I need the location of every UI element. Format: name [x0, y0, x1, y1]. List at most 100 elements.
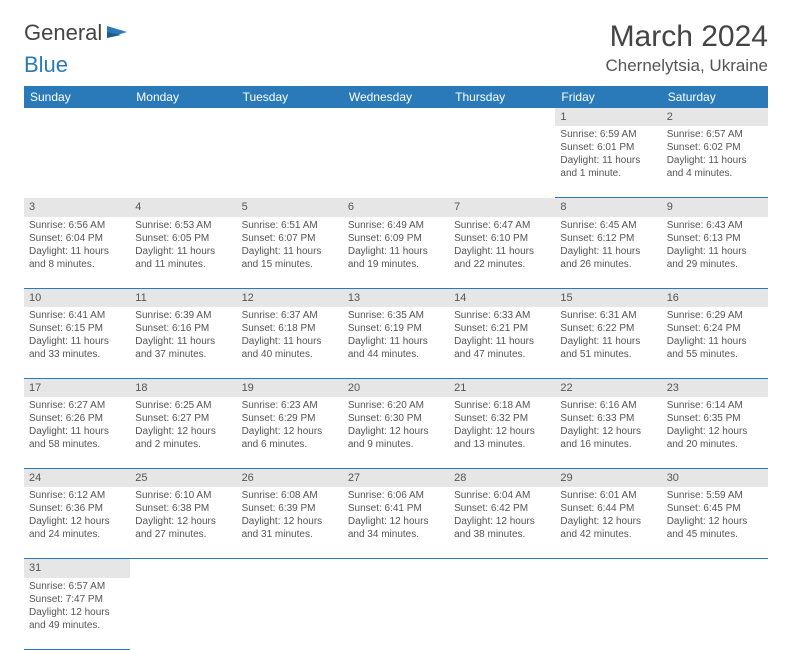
logo-text-blue: Blue — [24, 52, 768, 78]
day2-text: and 44 minutes. — [348, 348, 444, 361]
sunset-text: Sunset: 6:24 PM — [667, 322, 763, 335]
day-cell — [662, 578, 768, 650]
day-cell: Sunrise: 6:23 AMSunset: 6:29 PMDaylight:… — [237, 397, 343, 469]
day1-text: Daylight: 11 hours — [667, 154, 763, 167]
day1-text: Daylight: 12 hours — [29, 606, 125, 619]
sunrise-text: Sunrise: 6:01 AM — [560, 489, 656, 502]
day1-text: Daylight: 11 hours — [29, 245, 125, 258]
day-number: 14 — [449, 288, 555, 307]
day-cell: Sunrise: 6:20 AMSunset: 6:30 PMDaylight:… — [343, 397, 449, 469]
day-number-row: 17181920212223 — [24, 378, 768, 397]
sunrise-text: Sunrise: 6:57 AM — [29, 580, 125, 593]
sunrise-text: Sunrise: 5:59 AM — [667, 489, 763, 502]
day-cell — [449, 578, 555, 650]
day-number: 8 — [555, 198, 661, 217]
day-number: 30 — [662, 469, 768, 488]
sunrise-text: Sunrise: 6:14 AM — [667, 399, 763, 412]
day1-text: Daylight: 11 hours — [454, 245, 550, 258]
day-content-row: Sunrise: 6:57 AMSunset: 7:47 PMDaylight:… — [24, 578, 768, 650]
day1-text: Daylight: 12 hours — [29, 515, 125, 528]
day-cell: Sunrise: 6:18 AMSunset: 6:32 PMDaylight:… — [449, 397, 555, 469]
sunrise-text: Sunrise: 6:18 AM — [454, 399, 550, 412]
weekday-header: Wednesday — [343, 86, 449, 108]
sunset-text: Sunset: 6:05 PM — [135, 232, 231, 245]
day-cell: Sunrise: 6:27 AMSunset: 6:26 PMDaylight:… — [24, 397, 130, 469]
day-number — [343, 108, 449, 126]
day1-text: Daylight: 11 hours — [348, 245, 444, 258]
sunrise-text: Sunrise: 6:06 AM — [348, 489, 444, 502]
day2-text: and 58 minutes. — [29, 438, 125, 451]
day2-text: and 49 minutes. — [29, 619, 125, 632]
day2-text: and 40 minutes. — [242, 348, 338, 361]
day-content-row: Sunrise: 6:27 AMSunset: 6:26 PM Daylight:… — [24, 397, 768, 469]
day2-text: and 15 minutes. — [242, 258, 338, 271]
sunrise-text: Sunrise: 6:04 AM — [454, 489, 550, 502]
day-cell: Sunrise: 6:14 AMSunset: 6:35 PMDaylight:… — [662, 397, 768, 469]
sunset-text: Sunset: 6:21 PM — [454, 322, 550, 335]
day2-text: and 24 minutes. — [29, 528, 125, 541]
sunset-text: Sunset: 6:02 PM — [667, 141, 763, 154]
day1-text: Daylight: 11 hours — [560, 245, 656, 258]
day2-text: and 8 minutes. — [29, 258, 125, 271]
day-cell: Sunrise: 6:16 AMSunset: 6:33 PMDaylight:… — [555, 397, 661, 469]
sunset-text: Sunset: 6:27 PM — [135, 412, 231, 425]
sunset-text: Sunset: 6:12 PM — [560, 232, 656, 245]
sunrise-text: Sunrise: 6:59 AM — [560, 128, 656, 141]
day-number: 23 — [662, 378, 768, 397]
day-number: 31 — [24, 559, 130, 578]
sunrise-text: Sunrise: 6:37 AM — [242, 309, 338, 322]
sunset-text: Sunset: 6:15 PM — [29, 322, 125, 335]
day1-text: Daylight: 11 hours — [135, 245, 231, 258]
sunrise-text: Sunrise: 6:29 AM — [667, 309, 763, 322]
day-number: 4 — [130, 198, 236, 217]
sunrise-text: Sunrise: 6:43 AM — [667, 219, 763, 232]
sunset-text: Sunset: 6:41 PM — [348, 502, 444, 515]
sunset-text: Sunset: 6:42 PM — [454, 502, 550, 515]
day2-text: and 34 minutes. — [348, 528, 444, 541]
day-cell — [237, 578, 343, 650]
sunrise-text: Sunrise: 6:12 AM — [29, 489, 125, 502]
sunrise-text: Sunrise: 6:27 AM — [29, 399, 125, 412]
sunset-text: Sunset: 6:33 PM — [560, 412, 656, 425]
sunset-text: Sunset: 6:29 PM — [242, 412, 338, 425]
sunset-text: Sunset: 6:45 PM — [667, 502, 763, 515]
day2-text: and 20 minutes. — [667, 438, 763, 451]
day-number: 19 — [237, 378, 343, 397]
sunset-text: Sunset: 6:26 PM — [29, 412, 125, 425]
day1-text: Daylight: 12 hours — [667, 515, 763, 528]
day2-text: and 6 minutes. — [242, 438, 338, 451]
weekday-header: Sunday — [24, 86, 130, 108]
day2-text: and 13 minutes. — [454, 438, 550, 451]
sunrise-text: Sunrise: 6:33 AM — [454, 309, 550, 322]
day-cell: Sunrise: 6:57 AMSunset: 7:47 PMDaylight:… — [24, 578, 130, 650]
weekday-header: Friday — [555, 86, 661, 108]
sunrise-text: Sunrise: 6:20 AM — [348, 399, 444, 412]
day-number — [237, 108, 343, 126]
sunset-text: Sunset: 6:13 PM — [667, 232, 763, 245]
sunset-text: Sunset: 6:07 PM — [242, 232, 338, 245]
day-cell: Sunrise: 6:33 AMSunset: 6:21 PMDaylight:… — [449, 307, 555, 379]
day2-text: and 1 minute. — [560, 167, 656, 180]
day-number-row: 10111213141516 — [24, 288, 768, 307]
sunrise-text: Sunrise: 6:39 AM — [135, 309, 231, 322]
day2-text: and 29 minutes. — [667, 258, 763, 271]
day-number — [662, 559, 768, 578]
day-cell: Sunrise: 6:49 AMSunset: 6:09 PMDaylight:… — [343, 217, 449, 289]
day1-text: Daylight: 11 hours — [454, 335, 550, 348]
day1-text: Daylight: 12 hours — [560, 425, 656, 438]
day-cell: Sunrise: 6:35 AMSunset: 6:19 PMDaylight:… — [343, 307, 449, 379]
sunset-text: Sunset: 6:18 PM — [242, 322, 338, 335]
day-cell: Sunrise: 6:01 AMSunset: 6:44 PMDaylight:… — [555, 487, 661, 559]
day2-text: and 16 minutes. — [560, 438, 656, 451]
day-number: 27 — [343, 469, 449, 488]
day2-text: and 38 minutes. — [454, 528, 550, 541]
day1-text: Daylight: 12 hours — [242, 425, 338, 438]
day-cell: Sunrise: 6:12 AMSunset: 6:36 PMDaylight:… — [24, 487, 130, 559]
day-cell: Sunrise: 6:31 AMSunset: 6:22 PMDaylight:… — [555, 307, 661, 379]
day-number — [449, 559, 555, 578]
day1-text: Daylight: 12 hours — [667, 425, 763, 438]
weekday-header: Monday — [130, 86, 236, 108]
day2-text: and 9 minutes. — [348, 438, 444, 451]
sunrise-text: Sunrise: 6:57 AM — [667, 128, 763, 141]
day-cell: Sunrise: 6:29 AMSunset: 6:24 PMDaylight:… — [662, 307, 768, 379]
